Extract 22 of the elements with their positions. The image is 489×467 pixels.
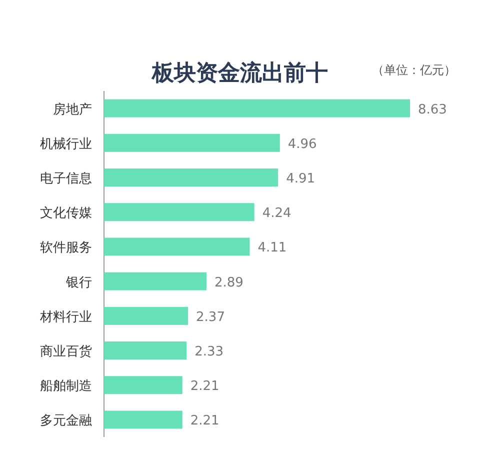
annotation: （单位：亿元） <box>372 63 456 77</box>
data-label: 2.33 <box>194 344 224 360</box>
category-label: 软件服务 <box>40 240 92 256</box>
data-label: 8.63 <box>418 102 447 118</box>
category-label: 船舶制造 <box>40 379 92 394</box>
data-label: 2.21 <box>190 414 220 429</box>
category-label: 银行 <box>66 275 92 290</box>
category-label: 文化传媒 <box>40 206 92 222</box>
data-label: 4.11 <box>258 240 287 256</box>
data-label: 2.21 <box>190 379 220 394</box>
category-label: 电子信息 <box>40 172 92 186</box>
category-label: 材料行业 <box>40 310 92 325</box>
category-label: 多元金融 <box>40 414 92 429</box>
data-label: 4.96 <box>288 136 317 152</box>
category-label: 机械行业 <box>40 136 92 152</box>
title: 板块资金流出前十 <box>152 61 328 86</box>
data-label: 4.91 <box>286 172 316 186</box>
category-label: 房地产 <box>53 102 92 118</box>
data-label: 4.24 <box>262 206 292 222</box>
category-label: 商业百货 <box>40 344 92 360</box>
data-label: 2.89 <box>214 275 244 290</box>
data-label: 2.37 <box>196 310 225 325</box>
